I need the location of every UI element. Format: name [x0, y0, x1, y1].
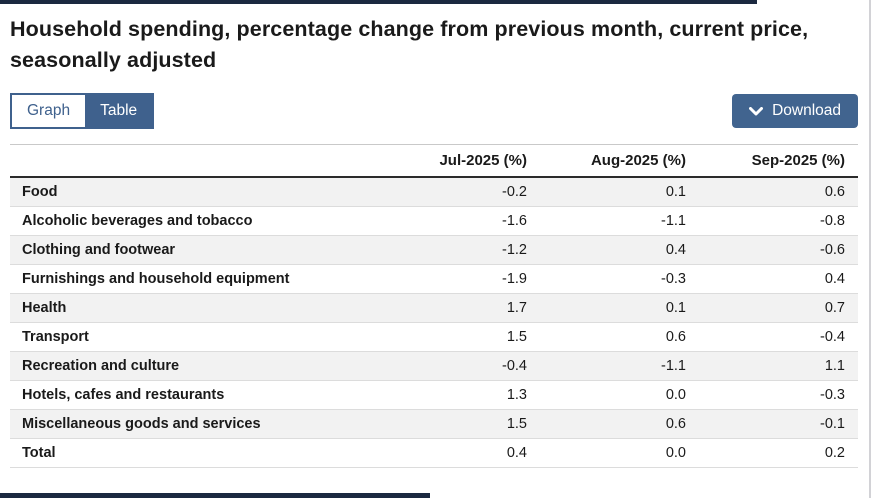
cell-value: -1.6 [502, 213, 527, 229]
table-header-row: Jul-2025 (%) Aug-2025 (%) Sep-2025 (%) [10, 144, 858, 178]
row-label: Furnishings and household equipment [22, 271, 290, 287]
table-row: Hotels, cafes and restaurants 1.3 0.0 -0… [10, 381, 858, 410]
cell-value: 0.1 [665, 300, 686, 316]
row-label: Total [22, 445, 56, 461]
column-header-aug: Aug-2025 (%) [540, 144, 699, 178]
cell-value: -1.1 [661, 358, 686, 374]
cell-value: 1.5 [506, 416, 527, 432]
column-header-sep: Sep-2025 (%) [699, 144, 858, 178]
row-label: Health [22, 300, 67, 316]
cell-value: 0.0 [665, 445, 686, 461]
table-row: Miscellaneous goods and services 1.5 0.6… [10, 409, 858, 439]
cell-value: -0.8 [820, 213, 845, 229]
widget-container: Household spending, percentage change fr… [10, 17, 858, 468]
row-label: Miscellaneous goods and services [22, 416, 261, 432]
table-row-total: Total 0.4 0.0 0.2 [10, 439, 858, 468]
bottom-edge-bar [0, 493, 430, 498]
cell-value: 0.1 [665, 184, 686, 200]
cell-value: -1.9 [502, 271, 527, 287]
cell-value: 0.2 [824, 445, 845, 461]
tab-table[interactable]: Table [85, 95, 153, 127]
cell-value: -0.1 [820, 416, 845, 432]
table-row: Recreation and culture -0.4 -1.1 1.1 [10, 351, 858, 381]
column-header-empty [10, 144, 381, 178]
table-row: Transport 1.5 0.6 -0.4 [10, 323, 858, 352]
right-edge-divider [869, 0, 871, 498]
table-row: Furnishings and household equipment -1.9… [10, 265, 858, 294]
cell-value: 0.4 [824, 271, 845, 287]
cell-value: 1.7 [506, 300, 527, 316]
tab-graph[interactable]: Graph [12, 95, 86, 127]
spending-table: Jul-2025 (%) Aug-2025 (%) Sep-2025 (%) F… [10, 144, 858, 468]
cell-value: -0.4 [502, 358, 527, 374]
row-label: Alcoholic beverages and tobacco [22, 213, 253, 229]
cell-value: 0.4 [665, 242, 686, 258]
cell-value: 0.6 [665, 329, 686, 345]
cell-value: -0.2 [502, 184, 527, 200]
row-label: Transport [22, 329, 89, 345]
cell-value: -0.3 [820, 387, 845, 403]
cell-value: -1.1 [661, 213, 686, 229]
table-row: Health 1.7 0.1 0.7 [10, 293, 858, 323]
cell-value: 1.3 [506, 387, 527, 403]
row-label: Hotels, cafes and restaurants [22, 387, 225, 403]
page-title: Household spending, percentage change fr… [10, 17, 809, 72]
toolbar: Graph Table Download [10, 93, 858, 129]
cell-value: -0.3 [661, 271, 686, 287]
top-edge-bar [0, 0, 757, 4]
table-row: Clothing and footwear -1.2 0.4 -0.6 [10, 235, 858, 265]
chevron-down-icon [749, 106, 764, 116]
view-toggle: Graph Table [10, 93, 155, 129]
cell-value: 0.6 [665, 416, 686, 432]
cell-value: 0.7 [824, 300, 845, 316]
cell-value: 0.0 [665, 387, 686, 403]
cell-value: -0.4 [820, 329, 845, 345]
table-row: Food -0.2 0.1 0.6 [10, 177, 858, 207]
cell-value: -0.6 [820, 242, 845, 258]
row-label: Food [22, 184, 58, 200]
download-label: Download [772, 102, 841, 119]
download-button[interactable]: Download [732, 94, 858, 128]
cell-value: -1.2 [502, 242, 527, 258]
row-label: Clothing and footwear [22, 242, 176, 258]
cell-value: 0.6 [824, 184, 845, 200]
cell-value: 1.5 [506, 329, 527, 345]
row-label: Recreation and culture [22, 358, 180, 374]
column-header-jul: Jul-2025 (%) [381, 144, 540, 178]
table-row: Alcoholic beverages and tobacco -1.6 -1.… [10, 207, 858, 236]
cell-value: 1.1 [824, 358, 845, 374]
cell-value: 0.4 [506, 445, 527, 461]
